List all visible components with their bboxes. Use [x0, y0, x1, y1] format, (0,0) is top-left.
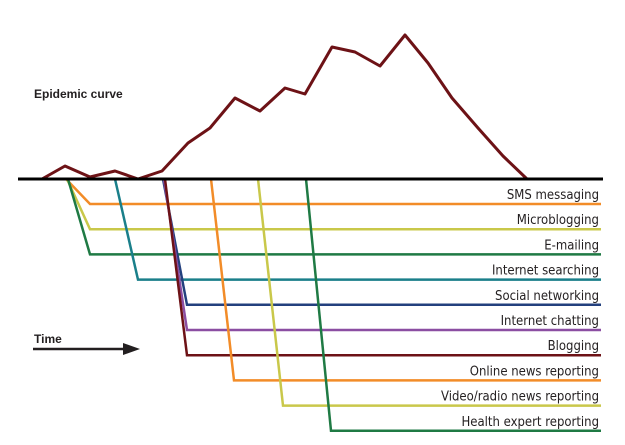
channel-label-microblogging: Microblogging — [517, 213, 599, 228]
channel-label-e-mailing: E-mailing — [544, 238, 599, 253]
channel-line-internet-searching — [113, 178, 601, 281]
channel-line-online-news-reporting — [209, 178, 601, 382]
epidemic-curve-line — [41, 33, 529, 181]
channel-label-video-radio-news-reporting: Video/radio news reporting — [441, 390, 599, 405]
channel-labels: SMS messaging Microblogging E-mailing Inter… — [441, 188, 599, 430]
channel-label-sms-messaging: SMS messaging — [507, 188, 599, 203]
channel-line-microblogging — [65, 178, 601, 231]
epidemic-curve-label: Epidemic curve — [34, 87, 123, 101]
channel-label-social-networking: Social networking — [495, 289, 599, 304]
channel-label-online-news-reporting: Online news reporting — [470, 364, 599, 379]
channel-label-internet-searching: Internet searching — [492, 264, 599, 279]
channel-line-video-radio-news-reporting — [256, 178, 601, 407]
channel-line-health-expert-reporting — [304, 178, 601, 433]
channel-line-e-mailing — [66, 178, 601, 256]
channel-label-health-expert-reporting: Health expert reporting — [461, 415, 599, 430]
time-label: Time — [34, 332, 62, 346]
channel-line-sms-messaging — [65, 178, 601, 206]
channel-paths — [65, 178, 601, 433]
channel-label-internet-chatting: Internet chatting — [501, 314, 599, 329]
time-arrow-head-icon — [123, 343, 140, 355]
channel-label-blogging: Blogging — [548, 339, 599, 354]
channel-line-blogging — [163, 178, 601, 357]
